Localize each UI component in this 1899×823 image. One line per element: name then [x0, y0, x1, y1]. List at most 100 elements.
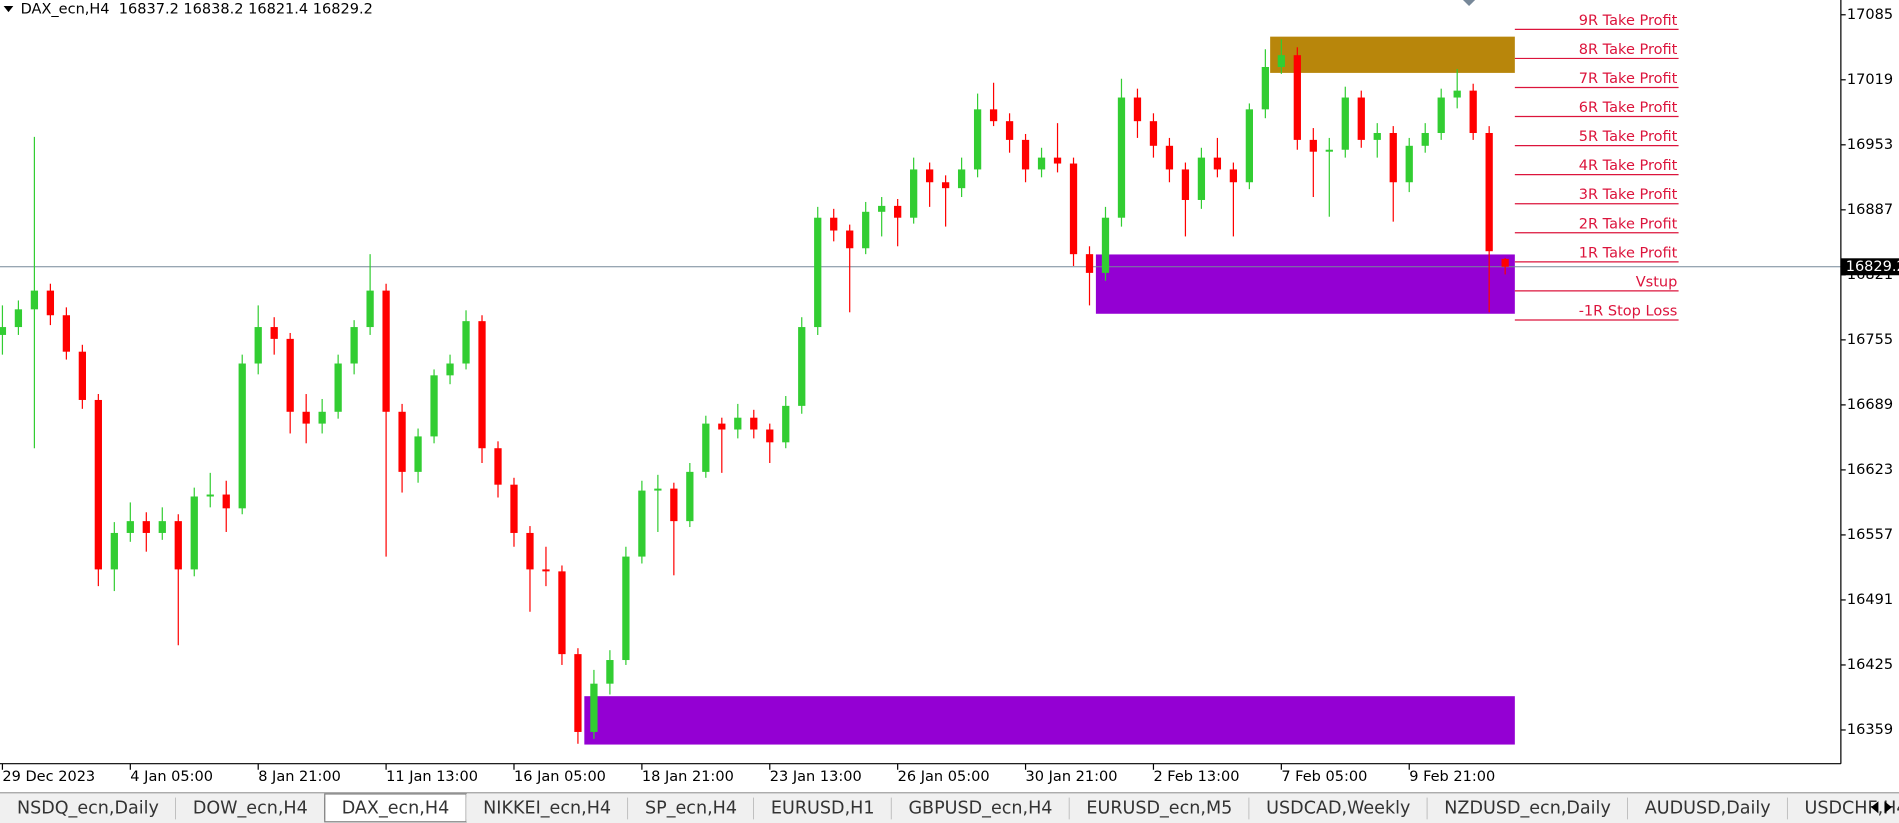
- tab-label[interactable]: USDCAD,Weekly: [1266, 798, 1410, 818]
- tab-label[interactable]: EURUSD,H1: [771, 798, 875, 818]
- candle-body: [494, 448, 502, 485]
- candle-body: [1293, 55, 1301, 140]
- y-tick-label: 16887: [1847, 202, 1893, 218]
- x-tick-label: 26 Jan 05:00: [898, 769, 990, 785]
- x-tick-label: 11 Jan 13:00: [386, 769, 478, 785]
- tab[interactable]: [466, 793, 629, 822]
- tab[interactable]: [891, 793, 1070, 822]
- candle-body: [1085, 254, 1094, 273]
- scroll-left[interactable]: [1871, 801, 1879, 814]
- candle-body: [430, 375, 438, 437]
- tab-label[interactable]: GBPUSD_ecn,H4: [908, 798, 1052, 818]
- candle-body: [1421, 132, 1429, 146]
- price-tag: [1840, 258, 1899, 276]
- x-tick-label: 2 Feb 13:00: [1153, 769, 1239, 785]
- candle-body: [926, 169, 934, 183]
- tab[interactable]: [628, 793, 754, 822]
- candle-body: [670, 488, 678, 522]
- price-tag-label: 16829.2: [1846, 259, 1899, 275]
- candle-body: [989, 109, 998, 122]
- candle-body: [126, 521, 134, 533]
- tab[interactable]: [1249, 793, 1428, 822]
- candle-body: [1021, 139, 1030, 170]
- tab-label[interactable]: AUDUSD,Daily: [1645, 798, 1771, 818]
- candle-body: [1117, 97, 1126, 218]
- candle-body: [1133, 97, 1142, 122]
- tab[interactable]: [1427, 793, 1628, 822]
- tab[interactable]: [175, 793, 325, 822]
- candle-body: [1053, 157, 1062, 164]
- x-tick-label: 7 Feb 05:00: [1281, 769, 1367, 785]
- candle-body: [462, 321, 470, 364]
- tab[interactable]: [0, 793, 176, 822]
- level-label: Vstup: [1636, 274, 1678, 290]
- candle-body: [302, 411, 310, 424]
- tab-label[interactable]: NSDQ_ecn,Daily: [17, 798, 159, 818]
- y-tick-label: 17085: [1847, 7, 1893, 23]
- level-label: 2R Take Profit: [1579, 216, 1678, 232]
- level-label: 7R Take Profit: [1579, 71, 1678, 87]
- candle-body: [1437, 97, 1445, 133]
- candle-body: [910, 169, 918, 218]
- candle-body: [941, 182, 950, 189]
- tab[interactable]: [753, 793, 892, 822]
- candle-body: [606, 660, 614, 684]
- candle-body: [478, 321, 486, 449]
- tab[interactable]: [1787, 793, 1899, 822]
- candle-body: [862, 211, 870, 249]
- tab[interactable]: [1627, 793, 1788, 822]
- candle-body: [78, 351, 86, 400]
- candle-body: [1245, 109, 1254, 183]
- candle-body: [686, 471, 694, 522]
- candle-body: [1389, 132, 1397, 183]
- scroll-right[interactable]: [1884, 801, 1892, 814]
- candle-body: [1357, 97, 1365, 140]
- candle-body: [1469, 90, 1477, 133]
- tab-label[interactable]: DAX_ecn,H4: [342, 798, 450, 818]
- candle-body: [846, 230, 854, 249]
- candle-body: [398, 411, 406, 472]
- tab-label[interactable]: SP_ecn,H4: [645, 798, 737, 818]
- tab-label[interactable]: EURUSD_ecn,M5: [1086, 798, 1232, 818]
- tab[interactable]: [1069, 793, 1250, 822]
- candle-body: [702, 423, 710, 472]
- candle-body: [446, 363, 454, 376]
- plot: 9R Take Profit 8R Take Profit 7R Take Prof…: [0, 13, 1841, 745]
- tabs: NSDQ_ecn,Daily DOW_ecn,H4 DAX_ecn,H4 NIKKEI…: [0, 793, 1899, 823]
- zone: [1270, 36, 1515, 73]
- candle-body: [558, 571, 566, 655]
- candle-body: [1501, 258, 1509, 267]
- candle-body: [1309, 139, 1317, 152]
- candle-body: [110, 532, 118, 570]
- candle-body: [14, 309, 23, 328]
- candle-body: [222, 494, 230, 509]
- candle-body: [1213, 157, 1222, 170]
- candle-body: [318, 411, 326, 424]
- level-label: 1R Take Profit: [1579, 245, 1678, 261]
- level-label: 3R Take Profit: [1579, 187, 1678, 203]
- candle-body: [1197, 157, 1206, 200]
- tab-label[interactable]: NIKKEI_ecn,H4: [483, 798, 611, 818]
- candle-body: [190, 496, 198, 570]
- y-tick-label: 16623: [1847, 462, 1893, 478]
- tab-label[interactable]: DOW_ecn,H4: [193, 798, 308, 818]
- candle-body: [574, 654, 582, 732]
- tab[interactable]: [324, 793, 467, 823]
- candle-body: [1325, 149, 1333, 152]
- level-label: 5R Take Profit: [1579, 129, 1678, 145]
- candle-body: [46, 290, 55, 316]
- tab-label[interactable]: USDCHF,H4: [1805, 798, 1899, 818]
- level-label: 6R Take Profit: [1579, 100, 1678, 116]
- x-tick-label: 16 Jan 05:00: [514, 769, 606, 785]
- y-tick-label: 16491: [1847, 592, 1893, 608]
- candle-body: [590, 683, 598, 732]
- candle-body: [814, 217, 822, 328]
- candle-body: [526, 532, 534, 570]
- menu-arrow[interactable]: [3, 6, 14, 13]
- tab-label[interactable]: NZDUSD_ecn,Daily: [1444, 798, 1611, 818]
- candle-body: [894, 205, 902, 218]
- candle-body: [270, 327, 278, 339]
- candle-body: [1261, 66, 1269, 110]
- y-tick-label: 16755: [1847, 332, 1893, 348]
- y-tick-label: 16425: [1847, 657, 1893, 673]
